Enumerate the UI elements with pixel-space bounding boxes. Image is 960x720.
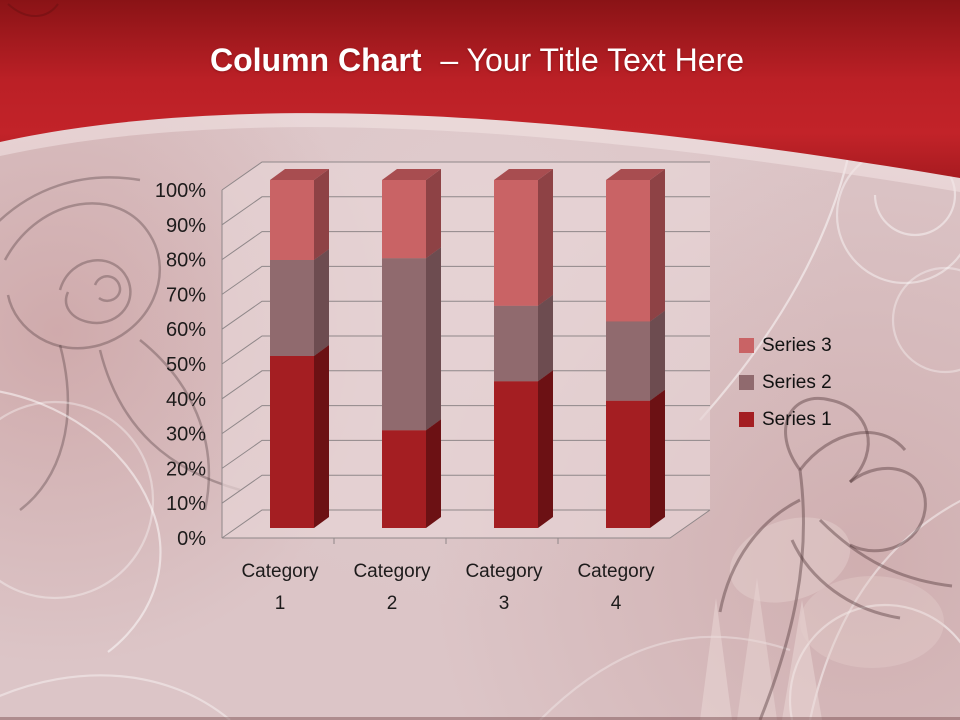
category-label: Category [577, 561, 655, 582]
bar-segment-front [494, 180, 538, 306]
bar-segment-top [270, 169, 329, 180]
category-label: Category [465, 561, 543, 582]
bar-segment-side [538, 294, 553, 382]
y-tick-label: 80% [166, 250, 206, 272]
gridline [221, 509, 710, 539]
bar-segment-side [650, 169, 665, 322]
bar-segment-side [314, 345, 329, 528]
bar-segment-side [314, 169, 329, 260]
gridline [221, 405, 710, 435]
bar-segment-side [538, 370, 553, 528]
bar-segment-front [382, 180, 426, 259]
gridline [221, 161, 710, 191]
flower-sketch-icon [700, 397, 953, 720]
bar-segment-top [606, 169, 665, 180]
bar-segment-front [606, 180, 650, 322]
chart-floor [222, 510, 710, 538]
rose-sketch-icon [0, 176, 241, 511]
corner-flourish-icon [7, 3, 59, 18]
legend-label: Series 3 [762, 335, 832, 356]
header-red-shape [0, 0, 960, 178]
y-tick-label: 40% [166, 389, 206, 411]
bar-segment-side [650, 310, 665, 401]
y-tick-label: 90% [166, 215, 206, 237]
legend-item: Series 3 [739, 327, 832, 364]
gridline [221, 474, 710, 504]
bar-segment-side [426, 247, 441, 431]
bar-segment-front [494, 381, 538, 528]
y-tick-label: 60% [166, 319, 206, 341]
y-tick-label: 30% [166, 424, 206, 446]
bar-segment-top [494, 169, 553, 180]
y-tick-label: 0% [177, 528, 206, 550]
legend-item: Series 1 [739, 401, 832, 438]
gridline [221, 335, 710, 365]
bar-segment-side [650, 389, 665, 528]
bar-segment-front [494, 305, 538, 382]
category-label: 1 [275, 593, 286, 614]
gridline [221, 439, 710, 469]
slide-title: Column Chart – Your Title Text Here [0, 40, 960, 80]
bar-segment-front [606, 321, 650, 401]
bar-segment-side [538, 169, 553, 306]
bar-segment-side [426, 169, 441, 259]
bar-segment-front [270, 356, 314, 528]
title-emphasis: Column Chart [209, 42, 422, 78]
bar-segment-front [382, 430, 426, 528]
legend-label: Series 2 [762, 372, 832, 393]
gridline [221, 196, 710, 226]
y-tick-label: 10% [166, 493, 206, 515]
bar-segment-front [606, 400, 650, 528]
legend-swatch-icon [739, 338, 754, 353]
y-tick-label: 70% [166, 284, 206, 306]
y-tick-label: 50% [166, 354, 206, 376]
bar-segment-side [426, 419, 441, 528]
y-tick-label: 20% [166, 458, 206, 480]
legend-item: Series 2 [739, 364, 832, 401]
legend-swatch-icon [739, 412, 754, 427]
gridline [221, 265, 710, 295]
bar-segment-top [382, 169, 441, 180]
gridline [221, 300, 710, 330]
bar-segment-side [314, 249, 329, 356]
category-label: 4 [611, 593, 622, 614]
legend-label: Series 1 [762, 409, 832, 430]
category-label: Category [353, 561, 431, 582]
legend-swatch-icon [739, 375, 754, 390]
title-text: – Your Title Text Here [440, 42, 745, 78]
category-label: 3 [499, 593, 510, 614]
bar-segment-front [270, 260, 314, 356]
bar-segment-front [382, 258, 426, 431]
gridline [221, 231, 710, 261]
gridline [221, 370, 710, 400]
chart-legend: Series 3 Series 2 Series 1 [739, 327, 832, 438]
category-label: Category [241, 561, 319, 582]
bar-segment-front [270, 180, 314, 260]
header-banner [0, 0, 960, 192]
y-tick-label: 100% [155, 180, 206, 202]
x-axis [222, 509, 711, 539]
category-label: 2 [387, 593, 398, 614]
